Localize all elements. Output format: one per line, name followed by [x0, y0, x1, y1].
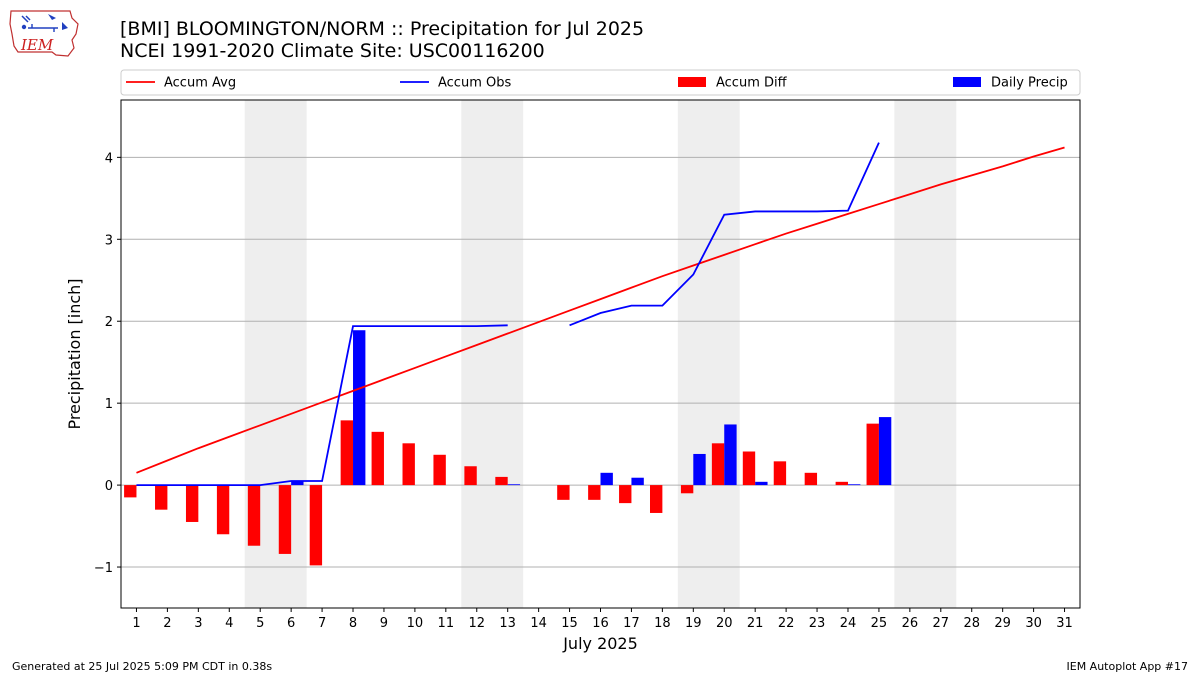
x-tick-label: 6: [287, 616, 295, 631]
daily-precip-bar: [878, 417, 892, 486]
logo-text: IEM: [20, 36, 54, 54]
legend-daily-precip-label: Daily Precip: [991, 76, 1068, 91]
x-tick-label: 12: [468, 616, 485, 631]
accum-diff-bar: [711, 443, 725, 486]
weekend-shade-band: [677, 100, 740, 608]
y-tick-label: 0: [105, 479, 113, 494]
legend: Accum Avg Accum Obs Accum Diff Daily Precip: [120, 69, 1081, 96]
accum-diff-bar: [649, 485, 663, 513]
accum-diff-bar: [866, 423, 879, 486]
accum-obs-line: [569, 142, 880, 327]
accum-diff-bar: [557, 485, 570, 500]
weekend-shading: [244, 100, 957, 608]
accum-diff-bar: [835, 481, 848, 486]
y-tick-label: 1: [105, 397, 113, 412]
x-tick-label: 16: [592, 616, 609, 631]
x-tick-label: 20: [716, 616, 733, 631]
accum-diff-bar: [742, 451, 756, 486]
x-tick-label: 27: [933, 616, 950, 631]
daily-precip-bar: [353, 330, 366, 486]
accum-diff-bar: [402, 443, 415, 486]
x-tick-label: 28: [963, 616, 980, 631]
x-tick-label: 5: [256, 616, 264, 631]
accum-avg-line: [136, 146, 1065, 474]
daily-precip-bar: [631, 477, 644, 486]
accum-diff-bar: [433, 454, 446, 486]
x-tick-label: 13: [499, 616, 516, 631]
x-tick-label: 19: [685, 616, 702, 631]
accum-diff-bar: [247, 485, 261, 546]
accum-diff-bar: [309, 485, 323, 566]
accum-diff-bar: [340, 420, 354, 486]
chart-subtitle: NCEI 1991-2020 Climate Site: USC00116200: [120, 40, 545, 62]
x-tick-label: 3: [194, 616, 202, 631]
bar-marks: [124, 330, 892, 566]
daily-precip-bar: [693, 453, 706, 486]
accum-diff-bar: [588, 485, 601, 500]
x-tick-label: 21: [747, 616, 764, 631]
x-axis-label: July 2025: [562, 634, 638, 653]
accum-diff-bar: [619, 485, 632, 504]
x-tick-label: 15: [561, 616, 578, 631]
x-tick-label: 18: [654, 616, 671, 631]
accum-diff-bar: [371, 431, 384, 486]
daily-precip-bar: [507, 484, 521, 486]
x-tick-label: 26: [902, 616, 919, 631]
y-tick-label: 4: [105, 151, 113, 166]
legend-box: [120, 69, 1081, 96]
x-tick-label: 23: [809, 616, 826, 631]
y-tick-label: 3: [105, 233, 113, 248]
accum-diff-bar: [495, 476, 508, 486]
daily-precip-bar: [755, 481, 768, 486]
generated-timestamp: Generated at 25 Jul 2025 5:09 PM CDT in …: [12, 660, 273, 673]
legend-accum-diff-swatch: [678, 77, 706, 87]
y-axis-label: Precipitation [inch]: [65, 278, 84, 429]
weekend-shade-band: [894, 100, 957, 608]
iem-logo: IEM: [9, 10, 79, 57]
daily-precip-bar: [724, 424, 737, 486]
x-tick-label: 2: [163, 616, 171, 631]
x-tick-label: 17: [623, 616, 640, 631]
y-tick-label: −1: [94, 561, 113, 576]
weekend-shade-band: [461, 100, 524, 608]
accum-diff-bar: [804, 472, 818, 486]
accum-diff-bar: [155, 485, 168, 510]
daily-precip-bar: [291, 481, 304, 486]
legend-accum-obs-label: Accum Obs: [438, 76, 511, 91]
x-tick-label: 11: [438, 616, 455, 631]
chart-title: [BMI] BLOOMINGTON/NORM :: Precipitation …: [120, 18, 645, 40]
legend-accum-avg-label: Accum Avg: [164, 76, 236, 91]
accum-diff-bar: [464, 466, 477, 486]
x-tick-label: 4: [225, 616, 233, 631]
accum-diff-bar: [773, 461, 787, 486]
x-tick-label: 29: [994, 616, 1011, 631]
daily-precip-bar: [600, 472, 613, 486]
x-tick-label: 31: [1056, 616, 1073, 631]
accum-diff-bar: [278, 485, 292, 554]
legend-daily-precip-swatch: [953, 77, 981, 87]
x-tick-label: 14: [530, 616, 547, 631]
line-series: [136, 142, 1065, 486]
app-label: IEM Autoplot App #17: [1066, 660, 1189, 673]
accum-diff-bar: [680, 485, 694, 494]
x-tick-label: 25: [871, 616, 888, 631]
y-tick-label: 2: [105, 315, 113, 330]
x-tick-label: 8: [349, 616, 357, 631]
x-tick-label: 30: [1025, 616, 1042, 631]
legend-accum-diff-label: Accum Diff: [716, 76, 788, 91]
accum-obs-line: [136, 324, 508, 486]
x-tick-label: 22: [778, 616, 795, 631]
accum-diff-bar: [124, 485, 137, 498]
daily-precip-bar: [847, 484, 861, 486]
x-tick-label: 24: [840, 616, 857, 631]
accum-diff-bar: [216, 485, 230, 535]
x-tick-label: 7: [318, 616, 326, 631]
x-tick-label: 9: [380, 616, 388, 631]
accum-diff-bar: [185, 485, 199, 522]
x-tick-label: 10: [407, 616, 424, 631]
x-tick-label: 1: [132, 616, 140, 631]
